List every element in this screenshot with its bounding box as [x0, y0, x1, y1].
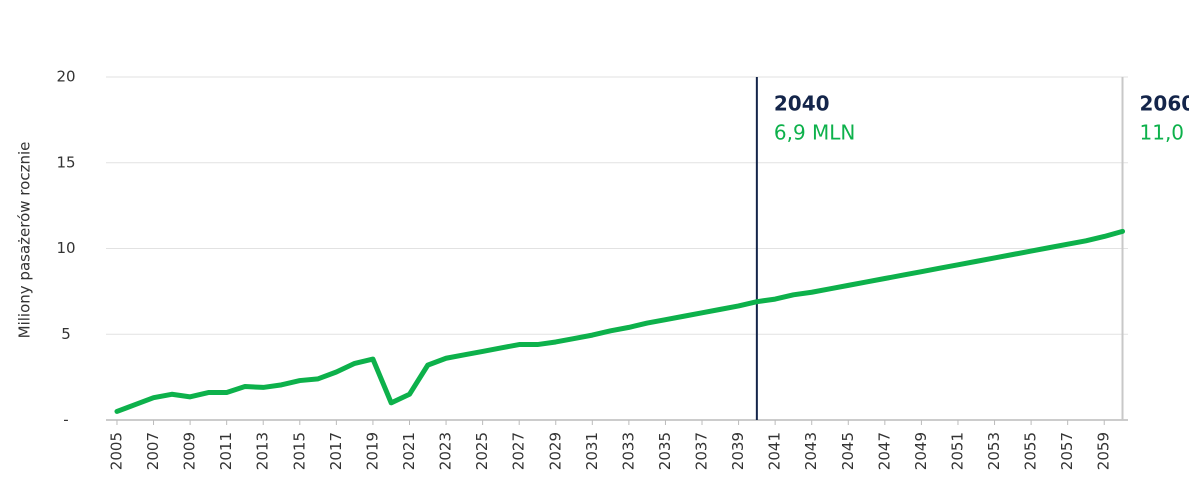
x-tick-label: 2027 — [510, 432, 528, 470]
x-tick-label: 2055 — [1022, 432, 1040, 470]
y-axis-label: Miliony pasażerów rocznie — [16, 142, 34, 339]
x-tick-label: 2017 — [327, 432, 345, 470]
annotation-value: 11,0 MLN — [1140, 121, 1189, 145]
x-tick-label: 2013 — [254, 432, 272, 470]
x-tick-label: 2009 — [181, 432, 199, 470]
x-tick-label: 2031 — [583, 432, 601, 470]
x-tick-label: 2051 — [948, 432, 966, 470]
x-tick-label: 2007 — [144, 432, 162, 470]
x-tick-label: 2037 — [693, 432, 711, 470]
x-tick-label: 2005 — [107, 432, 125, 470]
x-tick-label: 2023 — [437, 432, 455, 470]
y-tick-label: - — [63, 411, 68, 429]
x-tick-label: 2049 — [912, 432, 930, 470]
x-tick-label: 2021 — [400, 432, 418, 470]
x-tick-label: 2019 — [363, 432, 381, 470]
x-tick-label: 2059 — [1095, 432, 1113, 470]
annotation-year: 2040 — [774, 92, 830, 116]
x-tick-label: 2057 — [1058, 432, 1076, 470]
x-tick-label: 2033 — [619, 432, 637, 470]
x-tick-label: 2041 — [766, 432, 784, 470]
x-tick-label: 2047 — [875, 432, 893, 470]
y-tick-label: 10 — [56, 239, 75, 257]
x-tick-label: 2011 — [217, 432, 235, 470]
x-tick-label: 2043 — [802, 432, 820, 470]
y-tick-label: 15 — [56, 153, 75, 171]
x-tick-label: 2053 — [985, 432, 1003, 470]
x-tick-label: 2045 — [839, 432, 857, 470]
x-tick-label: 2015 — [290, 432, 308, 470]
x-tick-label: 2035 — [656, 432, 674, 470]
x-tick-label: 2025 — [473, 432, 491, 470]
data-line — [114, 228, 1126, 414]
x-tick-label: 2029 — [546, 432, 564, 470]
y-tick-label: 20 — [56, 68, 75, 86]
y-tick-label: 5 — [61, 325, 71, 343]
x-tick-label: 2039 — [729, 432, 747, 470]
annotation-year: 2060 — [1140, 92, 1189, 116]
annotation-value: 6,9 MLN — [774, 121, 856, 145]
